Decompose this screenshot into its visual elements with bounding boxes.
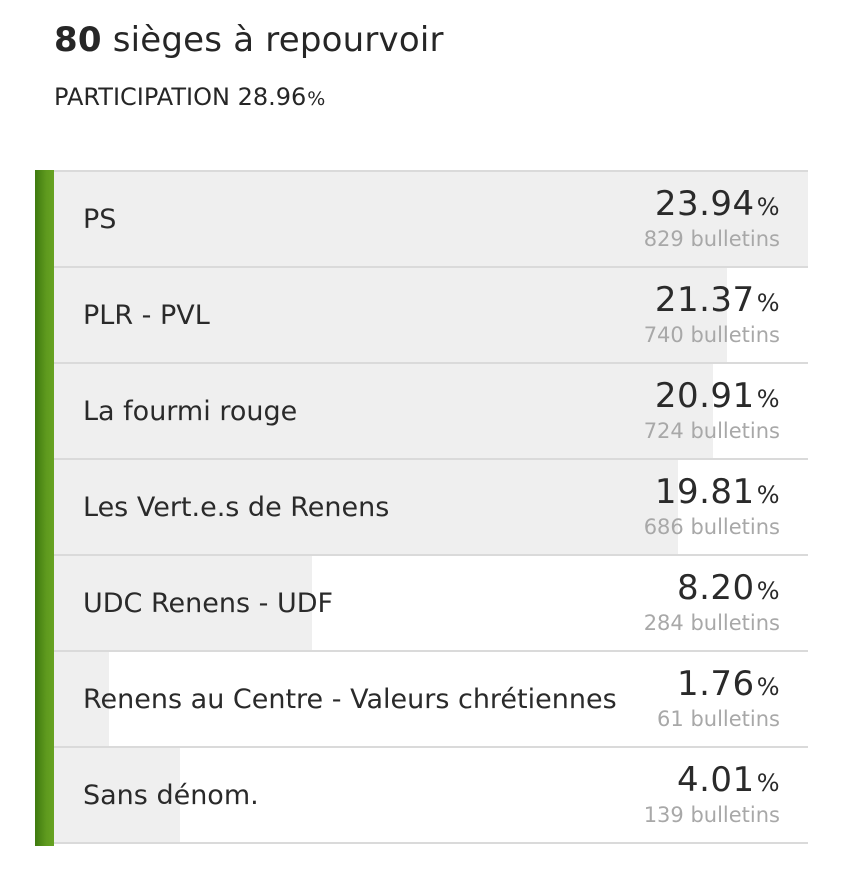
- result-bar: [54, 460, 678, 554]
- party-label: PS: [83, 203, 117, 235]
- accent-stripe: [35, 170, 54, 846]
- percentage: 8.20%: [644, 570, 780, 609]
- results-table: PS 23.94% 829 bulletins PLR - PVL 21.37% 740 …: [35, 170, 808, 846]
- percentage-value: 4.01: [676, 760, 755, 800]
- ballot-count: 829 bulletins: [643, 227, 780, 251]
- percentage: 4.01%: [644, 762, 780, 801]
- result-bar: [54, 268, 727, 362]
- percentage: 23.94%: [644, 186, 780, 225]
- percent-sign: %: [756, 289, 780, 317]
- ballot-count: 284 bulletins: [643, 611, 780, 635]
- result-row[interactable]: Renens au Centre - Valeurs chrétiennes 1.…: [54, 652, 808, 748]
- percent-sign: %: [756, 577, 780, 605]
- percentage-value: 20.91: [654, 376, 755, 416]
- result-row[interactable]: PLR - PVL 21.37% 740 bulletins: [54, 268, 808, 364]
- percent-sign: %: [756, 481, 780, 509]
- result-bar: [54, 748, 180, 842]
- party-label: Sans dénom.: [83, 779, 259, 811]
- result-bar: [54, 172, 808, 266]
- percentage-value: 23.94: [654, 184, 755, 224]
- result-row[interactable]: UDC Renens - UDF 8.20% 284 bulletins: [54, 556, 808, 652]
- ballot-count: 139 bulletins: [643, 803, 780, 827]
- percentage: 1.76%: [657, 666, 780, 705]
- participation-value: 28.96: [237, 83, 307, 111]
- ballot-count: 686 bulletins: [643, 515, 780, 539]
- result-row[interactable]: Sans dénom. 4.01% 139 bulletins: [54, 748, 808, 844]
- results-header: 80 sièges à repourvoir PARTICIPATION 28.…: [54, 18, 444, 114]
- results-rows: PS 23.94% 829 bulletins PLR - PVL 21.37% 740 …: [54, 170, 808, 844]
- party-label: Renens au Centre - Valeurs chrétiennes: [83, 683, 617, 715]
- result-value: 1.76% 61 bulletins: [657, 666, 780, 733]
- percentage: 20.91%: [644, 378, 780, 417]
- seats-text: sièges à repourvoir: [101, 20, 444, 60]
- result-value: 4.01% 139 bulletins: [644, 762, 780, 829]
- participation-label: PARTICIPATION: [54, 83, 230, 111]
- percentage: 21.37%: [644, 282, 780, 321]
- party-label: Les Vert.e.s de Renens: [83, 491, 390, 523]
- result-row[interactable]: La fourmi rouge 20.91% 724 bulletins: [54, 364, 808, 460]
- ballot-count: 61 bulletins: [657, 707, 780, 731]
- ballot-count: 724 bulletins: [643, 419, 780, 443]
- result-bar: [54, 364, 713, 458]
- result-value: 19.81% 686 bulletins: [644, 474, 780, 541]
- percentage-value: 19.81: [654, 472, 755, 512]
- seats-number: 80: [54, 20, 102, 60]
- result-bar: [54, 652, 109, 746]
- participation-percent-sign: %: [307, 88, 326, 110]
- result-value: 20.91% 724 bulletins: [644, 378, 780, 445]
- result-row[interactable]: Les Vert.e.s de Renens 19.81% 686 bulletin…: [54, 460, 808, 556]
- percentage-value: 1.76: [676, 664, 755, 704]
- result-row[interactable]: PS 23.94% 829 bulletins: [54, 170, 808, 268]
- percentage: 19.81%: [644, 474, 780, 513]
- seats-title: 80 sièges à repourvoir: [54, 18, 444, 62]
- party-label: PLR - PVL: [83, 299, 210, 331]
- party-label: UDC Renens - UDF: [83, 587, 334, 619]
- result-value: 23.94% 829 bulletins: [644, 186, 780, 253]
- result-value: 8.20% 284 bulletins: [644, 570, 780, 637]
- percentage-value: 21.37: [654, 280, 755, 320]
- percent-sign: %: [756, 673, 780, 701]
- ballot-count: 740 bulletins: [643, 323, 780, 347]
- percent-sign: %: [756, 193, 780, 221]
- percentage-value: 8.20: [676, 568, 755, 608]
- result-bar: [54, 556, 312, 650]
- participation: PARTICIPATION 28.96%: [54, 82, 444, 114]
- party-label: La fourmi rouge: [83, 395, 298, 427]
- percent-sign: %: [756, 769, 780, 797]
- result-value: 21.37% 740 bulletins: [644, 282, 780, 349]
- percent-sign: %: [756, 385, 780, 413]
